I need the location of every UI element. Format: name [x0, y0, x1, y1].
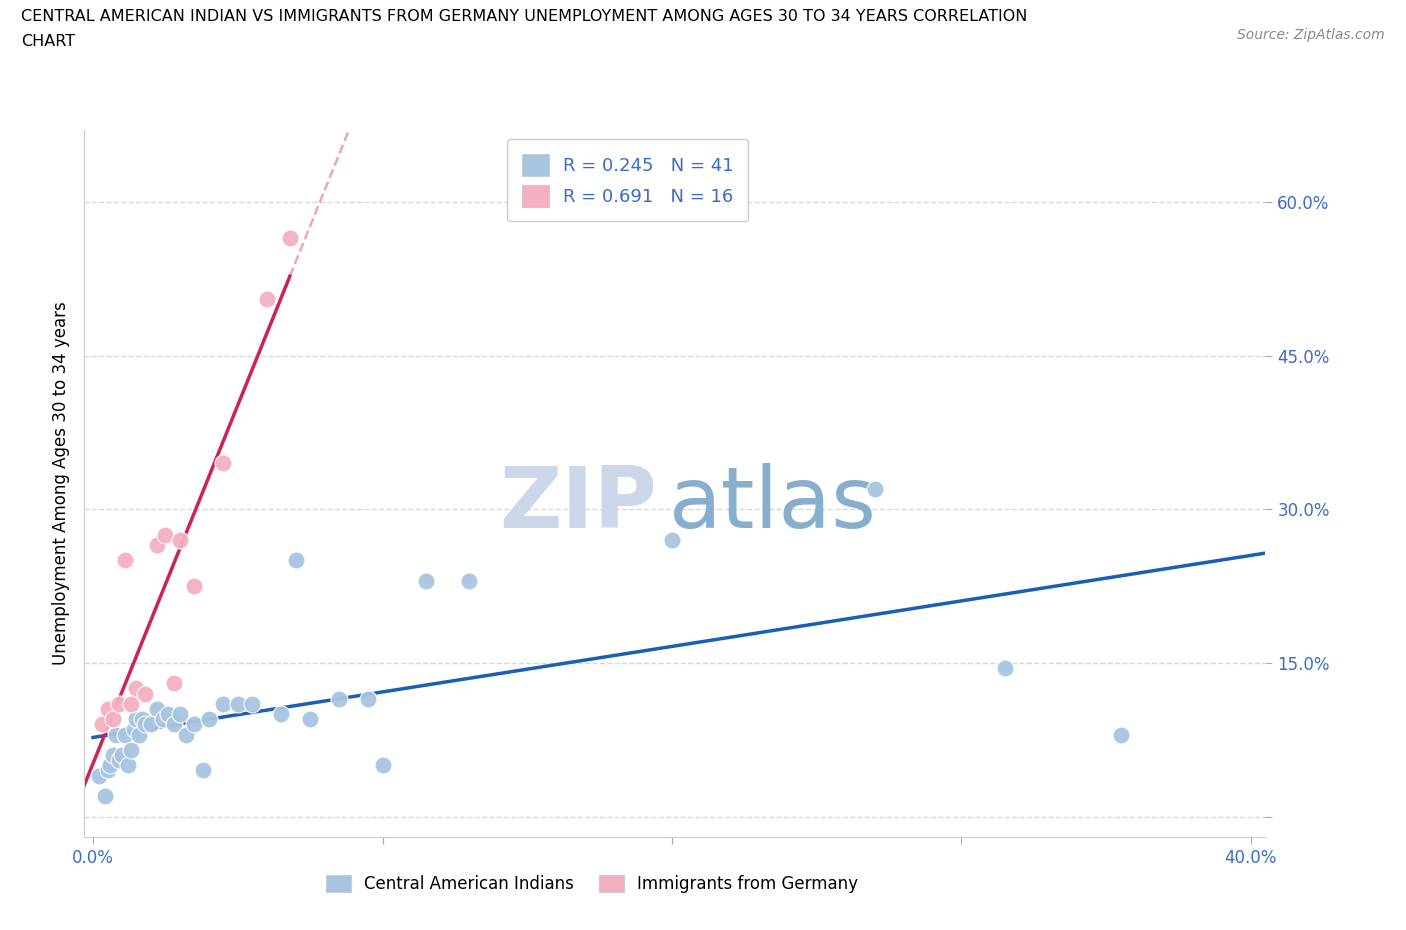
- Point: [163, 717, 186, 732]
- Point: [183, 578, 205, 593]
- Point: [134, 717, 156, 732]
- Point: [117, 758, 139, 773]
- Point: [152, 711, 174, 726]
- Point: [174, 727, 197, 742]
- Point: [240, 697, 263, 711]
- Point: [87, 768, 110, 783]
- Text: ZIP: ZIP: [499, 463, 657, 546]
- Point: [256, 292, 278, 307]
- Point: [212, 456, 235, 471]
- Point: [191, 763, 214, 777]
- Text: CHART: CHART: [21, 34, 75, 49]
- Point: [108, 697, 131, 711]
- Point: [169, 533, 191, 548]
- Text: CENTRAL AMERICAN INDIAN VS IMMIGRANTS FROM GERMANY UNEMPLOYMENT AMONG AGES 30 TO: CENTRAL AMERICAN INDIAN VS IMMIGRANTS FR…: [21, 9, 1028, 24]
- Point: [105, 727, 128, 742]
- Point: [415, 574, 437, 589]
- Point: [198, 711, 221, 726]
- Y-axis label: Unemployment Among Ages 30 to 34 years: Unemployment Among Ages 30 to 34 years: [52, 301, 70, 666]
- Point: [371, 758, 394, 773]
- Point: [284, 553, 307, 568]
- Point: [863, 482, 886, 497]
- Legend: Central American Indians, Immigrants from Germany: Central American Indians, Immigrants fro…: [319, 868, 865, 899]
- Point: [458, 574, 481, 589]
- Point: [125, 681, 148, 696]
- Point: [163, 676, 186, 691]
- Point: [128, 727, 150, 742]
- Point: [145, 701, 167, 716]
- Point: [157, 707, 180, 722]
- Text: atlas: atlas: [669, 463, 877, 546]
- Point: [120, 742, 142, 757]
- Point: [183, 717, 205, 732]
- Point: [169, 707, 191, 722]
- Point: [120, 697, 142, 711]
- Point: [134, 686, 156, 701]
- Point: [278, 231, 301, 246]
- Point: [114, 727, 136, 742]
- Point: [661, 533, 683, 548]
- Point: [111, 748, 134, 763]
- Point: [131, 711, 153, 726]
- Point: [226, 697, 249, 711]
- Point: [93, 789, 115, 804]
- Point: [103, 748, 125, 763]
- Point: [145, 538, 167, 552]
- Point: [299, 711, 322, 726]
- Point: [114, 553, 136, 568]
- Text: Source: ZipAtlas.com: Source: ZipAtlas.com: [1237, 28, 1385, 42]
- Point: [270, 707, 292, 722]
- Point: [108, 752, 131, 767]
- Point: [96, 701, 118, 716]
- Point: [122, 722, 145, 737]
- Point: [155, 527, 177, 542]
- Point: [103, 711, 125, 726]
- Point: [1109, 727, 1132, 742]
- Point: [139, 717, 162, 732]
- Point: [328, 691, 350, 706]
- Point: [125, 711, 148, 726]
- Point: [212, 697, 235, 711]
- Point: [357, 691, 380, 706]
- Point: [90, 717, 112, 732]
- Point: [994, 660, 1017, 675]
- Point: [100, 758, 122, 773]
- Point: [96, 763, 118, 777]
